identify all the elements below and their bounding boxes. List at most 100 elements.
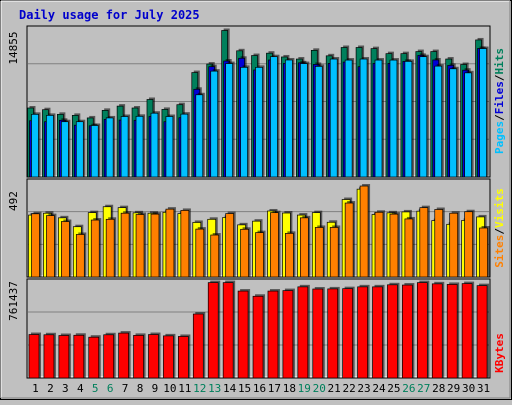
kbytes-bar xyxy=(28,332,41,379)
pages-bar-face xyxy=(479,48,487,178)
pages-bar-face xyxy=(75,121,84,178)
day-label: 7 xyxy=(122,382,129,395)
sites-bar xyxy=(240,227,251,278)
kbytes-bar xyxy=(192,312,206,379)
pages-bar xyxy=(404,59,414,178)
pages-bar-face xyxy=(374,59,383,178)
pages-bar-face xyxy=(240,67,248,178)
pages-bar xyxy=(31,112,41,178)
pages-bar-face xyxy=(225,63,234,178)
kbytes-bar xyxy=(297,284,310,379)
kbytes-bar xyxy=(446,282,460,379)
day-label: 11 xyxy=(178,382,191,395)
sites_visits-legend-item: / xyxy=(493,228,506,235)
sites-bar-face xyxy=(479,227,488,278)
pages-bar xyxy=(75,119,86,178)
pages-bar xyxy=(255,65,265,178)
kbytes-bar-face xyxy=(402,284,413,379)
kbytes-bar xyxy=(431,281,445,379)
pages-bar xyxy=(449,66,459,178)
pages-bar xyxy=(329,57,340,178)
day-label: 9 xyxy=(152,382,159,395)
day-label: 12 xyxy=(193,382,206,395)
pages-bar xyxy=(240,65,250,178)
hits_files_pages-legend-item: Hits xyxy=(493,48,506,75)
kbytes-bar-face xyxy=(28,334,40,379)
sites-bar-face xyxy=(46,215,55,278)
kbytes-bar xyxy=(178,334,191,379)
kbytes-bar xyxy=(282,288,295,379)
day-label: 15 xyxy=(238,382,251,395)
sites-bar xyxy=(210,233,221,278)
sites-bar-face xyxy=(359,185,369,278)
sites-bar-face xyxy=(434,209,444,278)
sites-bar-face xyxy=(165,208,175,278)
pages-bar-face xyxy=(299,63,308,178)
kbytes-bar xyxy=(461,281,475,379)
pages-bar-face xyxy=(180,113,189,178)
sites-bar xyxy=(150,212,161,278)
sites-bar-face xyxy=(329,227,339,278)
kbytes-bar xyxy=(416,280,430,379)
kbytes-bar-face xyxy=(178,336,189,379)
kbytes-bar-face xyxy=(43,334,55,379)
sites-bar xyxy=(135,212,147,278)
kbytes-bar xyxy=(252,294,266,379)
pages-bar-face xyxy=(449,68,458,178)
sites-bar-face xyxy=(180,210,190,278)
sites-bar xyxy=(270,210,281,278)
kbytes-bar xyxy=(88,335,101,379)
sites-bar xyxy=(165,207,176,278)
pages-bar xyxy=(210,69,220,178)
kbytes-bar-face xyxy=(58,335,70,379)
hits_files_pages-legend: Pages/Files/Hits xyxy=(493,48,506,154)
pages-bar-face xyxy=(61,121,69,178)
kbytes-bar-face xyxy=(118,332,129,379)
kbytes-bar-face xyxy=(431,283,443,379)
sites-bar-face xyxy=(344,202,354,278)
sites-bar-face xyxy=(105,218,115,278)
day-label: 6 xyxy=(107,382,114,395)
pages-bar xyxy=(225,61,235,178)
pages-bar xyxy=(195,92,205,178)
kbytes-bar-face xyxy=(312,288,324,379)
pages-bar-face xyxy=(31,113,39,178)
kbytes-bar-face xyxy=(387,284,398,379)
sites-bar xyxy=(46,213,57,278)
pages-bar-face xyxy=(120,116,129,178)
pages-bar-face xyxy=(434,65,443,178)
pages-bar-face xyxy=(285,59,293,178)
kbytes-bar-face xyxy=(267,290,279,379)
sites-bar xyxy=(31,211,42,278)
sites-bar-face xyxy=(464,211,473,278)
sites-bar xyxy=(195,227,206,278)
sites-bar xyxy=(479,226,490,278)
kbytes-bar xyxy=(327,286,340,379)
pages-bar xyxy=(299,61,310,178)
sites-bar-face xyxy=(210,234,220,278)
pages-bar xyxy=(389,58,399,178)
sites-bar-face xyxy=(374,211,384,278)
sites-bar xyxy=(464,209,475,278)
day-label: 2 xyxy=(47,382,54,395)
day-label: 27 xyxy=(417,382,430,395)
day-label: 19 xyxy=(298,382,311,395)
pages-bar-face xyxy=(105,117,114,178)
pages-bar-face xyxy=(210,70,219,178)
pages-bar xyxy=(90,123,101,178)
sites-bar-face xyxy=(135,214,145,278)
day-label: 24 xyxy=(372,382,386,395)
pages-bar xyxy=(285,57,295,178)
sites-bar xyxy=(255,230,266,278)
sites-bar xyxy=(285,231,296,278)
pages-bar-face xyxy=(344,59,353,178)
pages-bar xyxy=(374,58,385,178)
day-label: 20 xyxy=(313,382,326,395)
pages-bar xyxy=(464,70,474,178)
sites-bar xyxy=(329,225,341,278)
sites-bar-face xyxy=(404,218,414,278)
sites-bar-face xyxy=(225,213,235,278)
pages-bar-face xyxy=(135,115,144,178)
